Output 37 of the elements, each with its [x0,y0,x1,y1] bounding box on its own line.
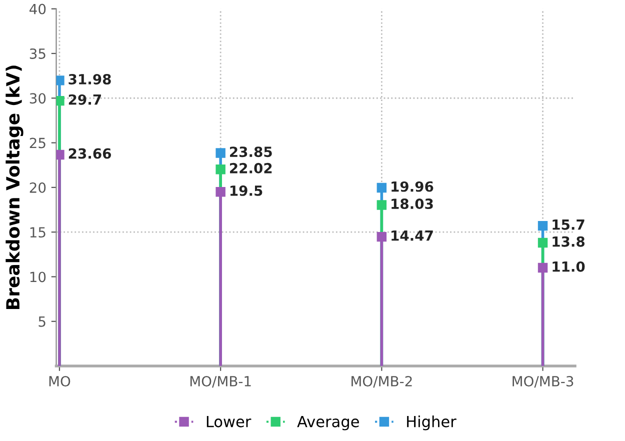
point [376,182,387,193]
point [376,232,387,242]
data-label: 19.5 [230,185,262,196]
x-tick-label: MO/MB-2 [352,376,412,388]
data-label: 22.02 [230,162,272,174]
data-label: 23.85 [230,146,272,158]
legend-label: Higher [407,416,456,430]
y-tick-label: 40 [30,4,46,14]
y-tick-label: 25 [30,138,46,148]
x-tick-label: MO/MB-3 [512,376,574,388]
y-tick-label: 10 [30,272,46,282]
data-label: 14.47 [392,230,433,241]
y-tick-label: 35 [30,48,46,59]
x-tick-label: MO [49,376,70,387]
y-axis-title: Breakdown Voltage (kV) [6,66,24,310]
data-label: 11.0 [552,261,585,272]
legend-label: Lower [206,416,252,428]
point [216,164,226,174]
legend-label: Average [297,416,359,430]
y-tick-label: 15 [30,227,46,238]
point [216,148,226,158]
point [538,238,548,248]
point [538,262,548,273]
y-tick-label: 20 [30,182,46,193]
y-tick-label: 30 [30,93,46,104]
x-tick-label: MO/MB-1 [190,376,251,388]
point [538,220,548,231]
point [376,200,387,210]
data-label: 18.03 [392,198,433,210]
data-label: 15.7 [552,220,584,230]
point [216,187,226,197]
data-label: 31.98 [68,74,111,84]
data-label: 29.7 [68,94,101,105]
data-label: 19.96 [392,181,434,192]
data-label: 23.66 [68,148,111,159]
data-label: 13.8 [552,236,585,247]
y-tick-label: 5 [38,316,46,327]
